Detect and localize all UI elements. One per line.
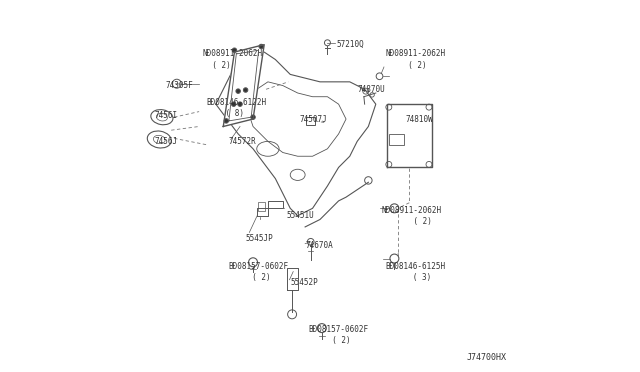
Text: 74870U: 74870U: [357, 85, 385, 94]
Text: 5545JP: 5545JP: [246, 234, 273, 243]
Text: 7456I: 7456I: [154, 111, 177, 120]
Circle shape: [232, 102, 236, 106]
Text: BÐ08146-6125H
      ( 3): BÐ08146-6125H ( 3): [385, 262, 445, 282]
Text: NÐ08911-2062H
  ( 2): NÐ08911-2062H ( 2): [203, 49, 263, 70]
Bar: [306, 117, 315, 125]
Text: 57210Q: 57210Q: [337, 40, 365, 49]
Text: NÐ08911-2062H
       ( 2): NÐ08911-2062H ( 2): [381, 206, 442, 226]
Circle shape: [243, 88, 248, 92]
Polygon shape: [387, 104, 431, 167]
Polygon shape: [257, 201, 283, 216]
Bar: [389, 134, 404, 145]
Text: 74810W: 74810W: [406, 115, 433, 124]
Text: BÐ08157-0602F
     ( 2): BÐ08157-0602F ( 2): [309, 325, 369, 345]
Text: 7456J: 7456J: [154, 137, 177, 146]
Circle shape: [259, 44, 264, 49]
Circle shape: [236, 89, 241, 93]
Polygon shape: [216, 52, 376, 216]
Text: BÐ08146-6122H
    ( 8): BÐ08146-6122H ( 8): [207, 98, 267, 118]
Bar: [258, 202, 266, 211]
Text: 74305F: 74305F: [166, 81, 193, 90]
Text: 55451U: 55451U: [287, 211, 314, 220]
Circle shape: [251, 115, 255, 119]
Circle shape: [238, 102, 243, 106]
Text: 74507J: 74507J: [300, 115, 327, 124]
Circle shape: [224, 119, 228, 123]
Polygon shape: [223, 45, 264, 126]
Text: 74572R: 74572R: [229, 137, 257, 146]
Text: 55452P: 55452P: [291, 278, 318, 287]
Text: BÐ08157-0602F
     ( 2): BÐ08157-0602F ( 2): [229, 262, 289, 282]
Circle shape: [232, 48, 237, 52]
Text: NÐ08911-2062H
     ( 2): NÐ08911-2062H ( 2): [385, 49, 445, 70]
Text: 74670A: 74670A: [305, 241, 333, 250]
Text: J74700HX: J74700HX: [467, 353, 507, 362]
